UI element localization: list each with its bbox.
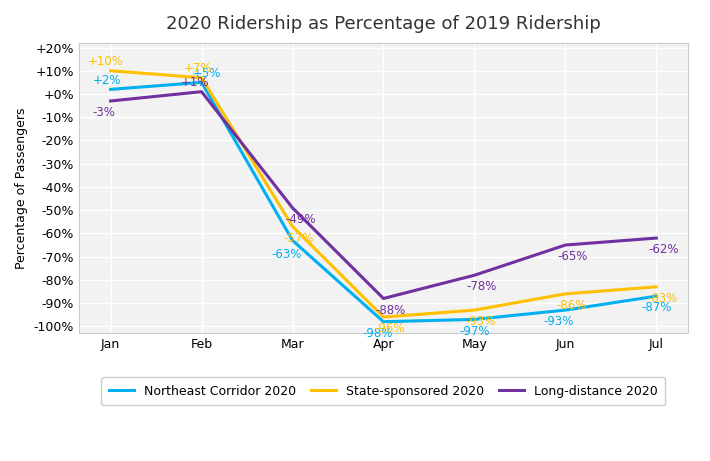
Text: +5%: +5%	[193, 66, 222, 80]
Text: -98%: -98%	[362, 327, 393, 340]
Legend: Northeast Corridor 2020, State-sponsored 2020, Long-distance 2020: Northeast Corridor 2020, State-sponsored…	[102, 378, 665, 405]
Text: -62%: -62%	[648, 243, 679, 256]
Text: +10%: +10%	[88, 55, 124, 68]
Title: 2020 Ridership as Percentage of 2019 Ridership: 2020 Ridership as Percentage of 2019 Rid…	[166, 15, 601, 33]
Text: -87%: -87%	[641, 301, 672, 314]
Text: +7%: +7%	[184, 62, 212, 75]
Text: -93%: -93%	[466, 315, 496, 328]
Text: -83%: -83%	[648, 292, 678, 305]
Text: +1%: +1%	[181, 76, 209, 89]
Text: -78%: -78%	[466, 280, 497, 293]
Text: -96%: -96%	[375, 322, 405, 335]
Text: -63%: -63%	[271, 248, 301, 261]
Y-axis label: Percentage of Passengers: Percentage of Passengers	[15, 107, 28, 269]
Text: -65%: -65%	[557, 250, 588, 263]
Text: -86%: -86%	[557, 299, 587, 312]
Text: -49%: -49%	[285, 213, 316, 226]
Text: -93%: -93%	[544, 315, 574, 328]
Text: -97%: -97%	[459, 325, 490, 337]
Text: -3%: -3%	[93, 106, 116, 119]
Text: -88%: -88%	[376, 304, 406, 317]
Text: +2%: +2%	[93, 74, 121, 87]
Text: -57%: -57%	[284, 231, 314, 245]
